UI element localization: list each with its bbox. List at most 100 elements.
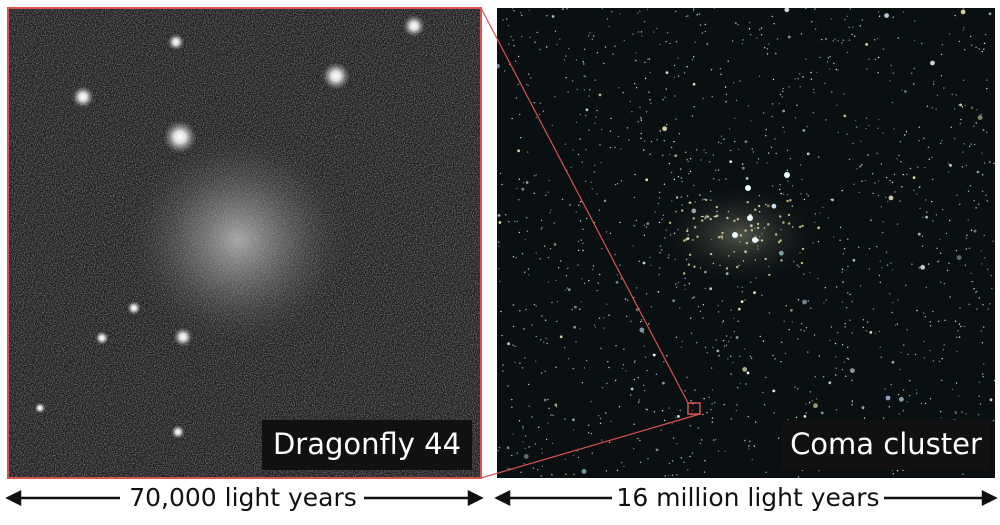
star <box>936 247 938 249</box>
star <box>837 131 839 133</box>
star <box>943 87 945 89</box>
star <box>771 103 774 105</box>
star <box>659 43 661 46</box>
star <box>684 284 686 286</box>
star <box>797 388 799 390</box>
star <box>775 152 777 155</box>
star <box>579 113 582 116</box>
star <box>621 461 623 464</box>
star <box>745 177 749 180</box>
star <box>870 219 872 221</box>
star <box>805 8 807 10</box>
star <box>712 178 715 180</box>
star <box>681 340 683 343</box>
star <box>762 391 764 394</box>
star <box>540 475 542 477</box>
star <box>737 148 740 151</box>
star <box>966 234 968 237</box>
star <box>569 204 571 206</box>
star <box>604 46 607 48</box>
star <box>577 249 580 251</box>
star <box>897 393 900 396</box>
star <box>706 43 708 45</box>
star <box>730 373 732 375</box>
star <box>733 82 735 84</box>
star <box>565 55 567 57</box>
star <box>880 163 882 165</box>
star <box>502 370 504 372</box>
star <box>801 224 804 228</box>
star <box>723 345 726 347</box>
star <box>717 141 720 143</box>
star <box>724 450 726 452</box>
star <box>940 410 942 413</box>
star <box>711 389 714 391</box>
star <box>560 260 562 262</box>
star <box>572 367 574 370</box>
star <box>874 39 876 41</box>
star <box>593 171 595 173</box>
star <box>865 43 868 46</box>
star <box>962 473 964 475</box>
star <box>772 354 774 357</box>
star <box>779 184 781 186</box>
star <box>567 288 571 292</box>
star <box>891 360 895 364</box>
star <box>631 111 633 113</box>
star <box>773 23 775 25</box>
star <box>918 267 920 269</box>
star <box>525 181 529 184</box>
star <box>846 133 848 135</box>
star <box>646 8 649 11</box>
star <box>892 269 894 271</box>
star <box>662 214 665 216</box>
star <box>171 425 185 439</box>
star <box>565 275 568 277</box>
star <box>925 215 928 219</box>
star <box>633 196 636 199</box>
star <box>890 262 892 264</box>
star <box>645 226 648 228</box>
star <box>706 215 710 218</box>
star <box>902 11 905 13</box>
star <box>598 317 601 319</box>
star <box>878 180 880 182</box>
star <box>780 259 783 262</box>
star <box>681 180 683 183</box>
star <box>551 15 554 18</box>
star <box>669 234 672 236</box>
star <box>677 75 680 77</box>
star <box>601 387 604 389</box>
star <box>931 107 934 109</box>
star <box>583 48 586 50</box>
star <box>528 274 530 276</box>
star <box>768 273 771 277</box>
star <box>723 138 725 140</box>
star <box>667 474 670 476</box>
star <box>896 158 898 160</box>
star <box>672 437 675 439</box>
star <box>570 166 572 169</box>
star <box>814 213 816 215</box>
star <box>535 117 538 119</box>
star <box>699 267 702 269</box>
star <box>673 178 676 181</box>
star <box>552 414 554 416</box>
star <box>599 273 601 276</box>
star <box>664 237 666 239</box>
star <box>677 229 679 231</box>
star <box>954 14 956 17</box>
star <box>551 301 553 304</box>
star <box>896 470 899 472</box>
star <box>861 180 863 182</box>
star <box>885 196 887 198</box>
star <box>669 153 671 156</box>
star <box>547 422 549 424</box>
star <box>962 29 964 31</box>
star <box>796 264 798 266</box>
star <box>726 216 729 220</box>
star <box>577 153 580 156</box>
star <box>544 370 546 372</box>
star <box>640 132 642 135</box>
star <box>643 149 645 151</box>
